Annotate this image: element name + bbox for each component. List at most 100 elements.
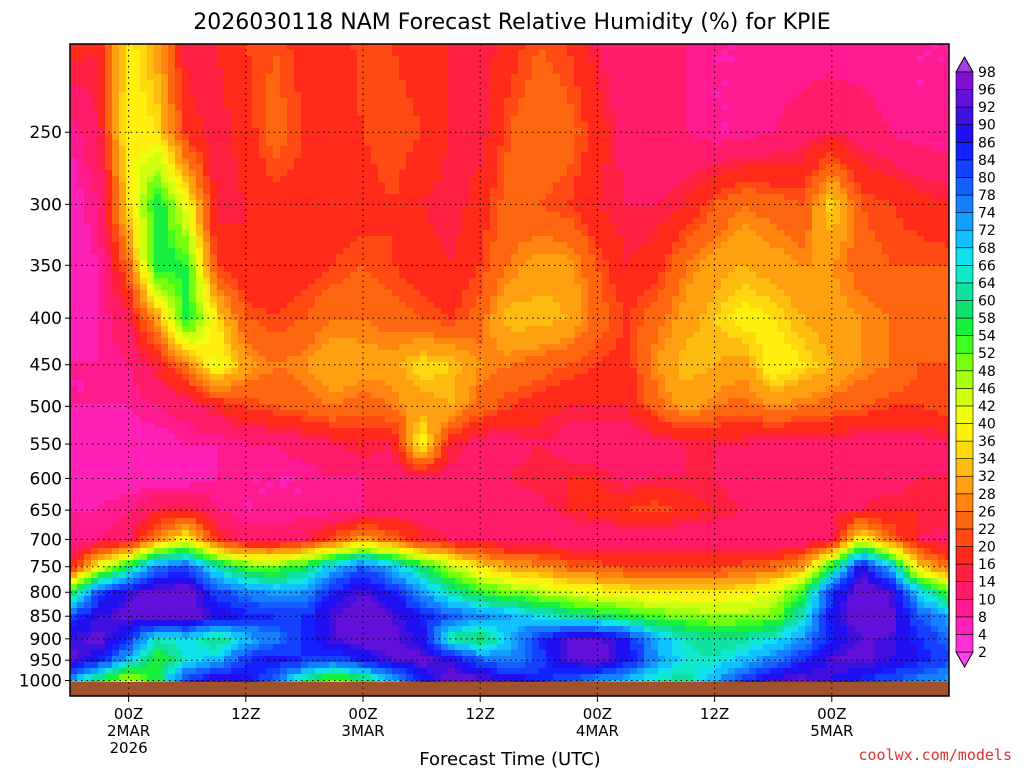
rh-cell [392,254,400,261]
rh-cell [742,44,750,51]
rh-cell [294,194,302,201]
rh-cell [595,230,603,237]
rh-cell [595,200,603,207]
rh-cell [693,128,701,135]
rh-cell [161,92,169,99]
rh-cell [210,128,218,135]
rh-cell [322,152,330,159]
rh-cell [245,218,253,225]
rh-cell [539,224,547,231]
rh-cell [140,260,148,267]
rh-cell [896,74,904,81]
rh-cell [924,266,932,273]
rh-cell [224,116,232,123]
rh-cell [441,224,449,231]
rh-cell [210,110,218,117]
rh-cell [301,266,309,273]
rh-cell [882,134,890,141]
rh-cell [112,50,120,57]
rh-cell [623,194,631,201]
rh-cell [329,104,337,111]
rh-cell [357,176,365,183]
rh-cell [903,194,911,201]
rh-cell [483,266,491,273]
rh-cell [658,152,666,159]
rh-cell [434,218,442,225]
rh-cell [196,212,204,219]
rh-cell [525,260,533,267]
rh-cell [266,146,274,153]
rh-cell [917,86,925,93]
rh-cell [364,110,372,117]
rh-cell [644,170,652,177]
rh-cell [616,92,624,99]
rh-cell [896,266,904,273]
rh-cell [483,116,491,123]
rh-cell [357,278,365,285]
rh-cell [546,80,554,87]
rh-cell [378,152,386,159]
rh-cell [938,134,946,141]
rh-cell [329,224,337,231]
rh-cell [469,62,477,69]
rh-cell [378,134,386,141]
rh-cell [98,146,106,153]
rh-cell [651,158,659,165]
rh-cell [161,248,169,255]
rh-cell [70,188,78,195]
rh-cell [819,104,827,111]
rh-cell [133,74,141,81]
rh-cell [91,62,99,69]
rh-cell [371,128,379,135]
rh-cell [854,158,862,165]
rh-cell [126,176,134,183]
rh-cell [343,104,351,111]
rh-cell [847,116,855,123]
rh-cell [336,224,344,231]
rh-cell [700,134,708,141]
rh-cell [392,194,400,201]
rh-cell [777,158,785,165]
rh-cell [441,68,449,75]
rh-cell [511,278,519,285]
rh-cell [546,74,554,81]
rh-cell [399,50,407,57]
rh-cell [490,164,498,171]
rh-cell [525,110,533,117]
rh-cell [168,80,176,87]
rh-cell [385,170,393,177]
rh-cell [301,86,309,93]
rh-cell [770,140,778,147]
rh-cell [469,56,477,63]
rh-cell [819,170,827,177]
rh-cell [581,74,589,81]
rh-cell [259,218,267,225]
rh-cell [385,278,393,285]
rh-cell [287,152,295,159]
rh-cell [483,128,491,135]
rh-cell [819,200,827,207]
rh-cell [105,236,113,243]
rh-cell [238,248,246,255]
rh-cell [630,194,638,201]
rh-cell [224,44,232,51]
rh-cell [833,230,841,237]
rh-cell [623,176,631,183]
rh-cell [420,56,428,63]
rh-cell [266,50,274,57]
rh-cell [945,170,949,177]
rh-cell [707,68,715,75]
rh-cell [917,164,925,171]
rh-cell [651,44,659,51]
rh-cell [420,188,428,195]
rh-cell [595,50,603,57]
rh-cell [294,182,302,189]
rh-cell [700,62,708,69]
rh-cell [98,254,106,261]
rh-cell [588,158,596,165]
rh-cell [238,266,246,273]
rh-cell [539,122,547,129]
rh-cell [483,158,491,165]
rh-cell [413,50,421,57]
rh-cell [763,266,771,273]
